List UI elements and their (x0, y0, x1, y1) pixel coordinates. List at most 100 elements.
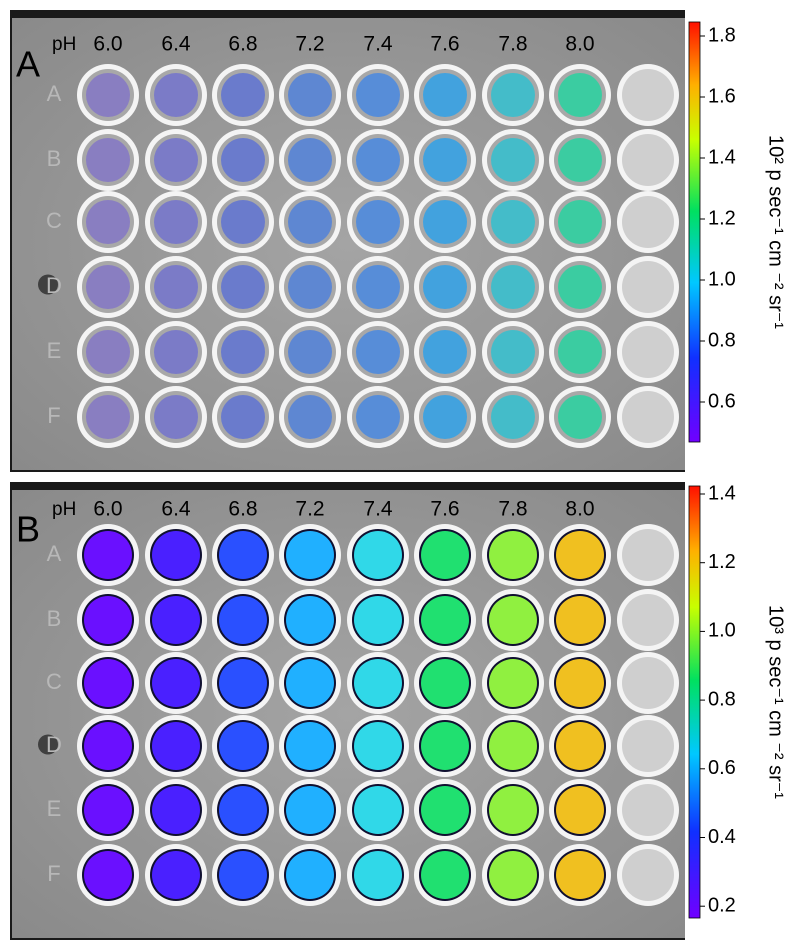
well-signal (219, 596, 267, 644)
ph-value: 7.6 (430, 33, 459, 56)
ph-value: 7.4 (363, 33, 393, 56)
well-signal (556, 531, 604, 579)
well-signal (219, 659, 267, 707)
well (150, 134, 202, 186)
well (82, 326, 134, 378)
well-signal (421, 722, 469, 770)
colorbar-tick-label: 1.4 (708, 482, 736, 504)
colorbar-tick-label: 0.8 (708, 329, 736, 351)
row-letter: F (47, 403, 60, 428)
well (82, 391, 134, 443)
well-signal (489, 786, 537, 834)
colorbar-tick-label: 0.4 (708, 826, 736, 848)
well-signal (154, 395, 198, 439)
ph-value: 7.6 (430, 498, 459, 521)
panel-label: B (16, 509, 40, 550)
well (82, 196, 134, 248)
colorbar-tick-label: 1.0 (708, 620, 736, 642)
well-signal (219, 851, 267, 899)
colorbar-tick-label: 1.2 (708, 551, 736, 573)
well-signal (489, 722, 537, 770)
well-signal (221, 138, 265, 182)
well-signal (288, 73, 332, 117)
well-signal (558, 265, 602, 309)
row-letter: A (47, 81, 62, 106)
ph-value: 7.8 (498, 33, 527, 56)
well-signal (84, 851, 132, 899)
well-signal (86, 138, 130, 182)
well-signal (491, 330, 535, 374)
well-signal (423, 73, 467, 117)
ph-value: 8.0 (565, 498, 594, 521)
well-signal (491, 395, 535, 439)
panel-label: A (16, 44, 40, 85)
well-signal (354, 786, 402, 834)
well-empty (622, 720, 674, 772)
well-signal (221, 265, 265, 309)
colorbar-tick-label: 1.4 (708, 146, 736, 168)
well-signal (421, 596, 469, 644)
well-signal (84, 786, 132, 834)
well-signal (288, 138, 332, 182)
row-letter: C (46, 208, 62, 233)
well-signal (354, 596, 402, 644)
well-signal (489, 659, 537, 707)
well-signal (286, 659, 334, 707)
well-empty (622, 594, 674, 646)
well (150, 261, 202, 313)
well-signal (86, 200, 130, 244)
well-signal (288, 200, 332, 244)
ph-value: 7.2 (295, 498, 324, 521)
well-signal (556, 786, 604, 834)
well-signal (556, 851, 604, 899)
well-empty (622, 391, 674, 443)
colorbar-tick-label: 0.2 (708, 894, 736, 916)
well-signal (221, 200, 265, 244)
well-signal (84, 531, 132, 579)
colorbar-tick-label: 1.2 (708, 207, 736, 229)
well-signal (489, 531, 537, 579)
well-empty (622, 196, 674, 248)
ph-value: 7.8 (498, 498, 527, 521)
well (150, 196, 202, 248)
well-signal (152, 851, 200, 899)
well (82, 134, 134, 186)
well-signal (491, 265, 535, 309)
well-signal (288, 330, 332, 374)
well-signal (491, 73, 535, 117)
well-signal (86, 395, 130, 439)
well-signal (219, 786, 267, 834)
well-signal (421, 659, 469, 707)
well-signal (288, 265, 332, 309)
colorbar-label: 10³ p sec⁻¹ cm ⁻² sr⁻¹ (765, 605, 787, 799)
ph-value: 6.8 (228, 33, 257, 56)
well-signal (286, 851, 334, 899)
well-signal (356, 265, 400, 309)
well-signal (421, 531, 469, 579)
well-empty (622, 784, 674, 836)
well-signal (221, 73, 265, 117)
well-empty (622, 261, 674, 313)
colorbar-tick-label: 1.0 (708, 268, 736, 290)
row-letter: C (46, 669, 62, 694)
well-signal (286, 786, 334, 834)
well-empty (622, 657, 674, 709)
well-signal (356, 395, 400, 439)
well-signal (489, 851, 537, 899)
well-signal (558, 138, 602, 182)
row-letter: E (47, 338, 62, 363)
well-signal (491, 138, 535, 182)
well-empty (622, 849, 674, 901)
ph-value: 6.0 (93, 498, 122, 521)
well-signal (421, 786, 469, 834)
well-signal (86, 73, 130, 117)
ph-value: 7.2 (295, 33, 324, 56)
well-signal (558, 330, 602, 374)
well (82, 69, 134, 121)
well-signal (152, 531, 200, 579)
ph-value: 6.8 (228, 498, 257, 521)
well (150, 69, 202, 121)
